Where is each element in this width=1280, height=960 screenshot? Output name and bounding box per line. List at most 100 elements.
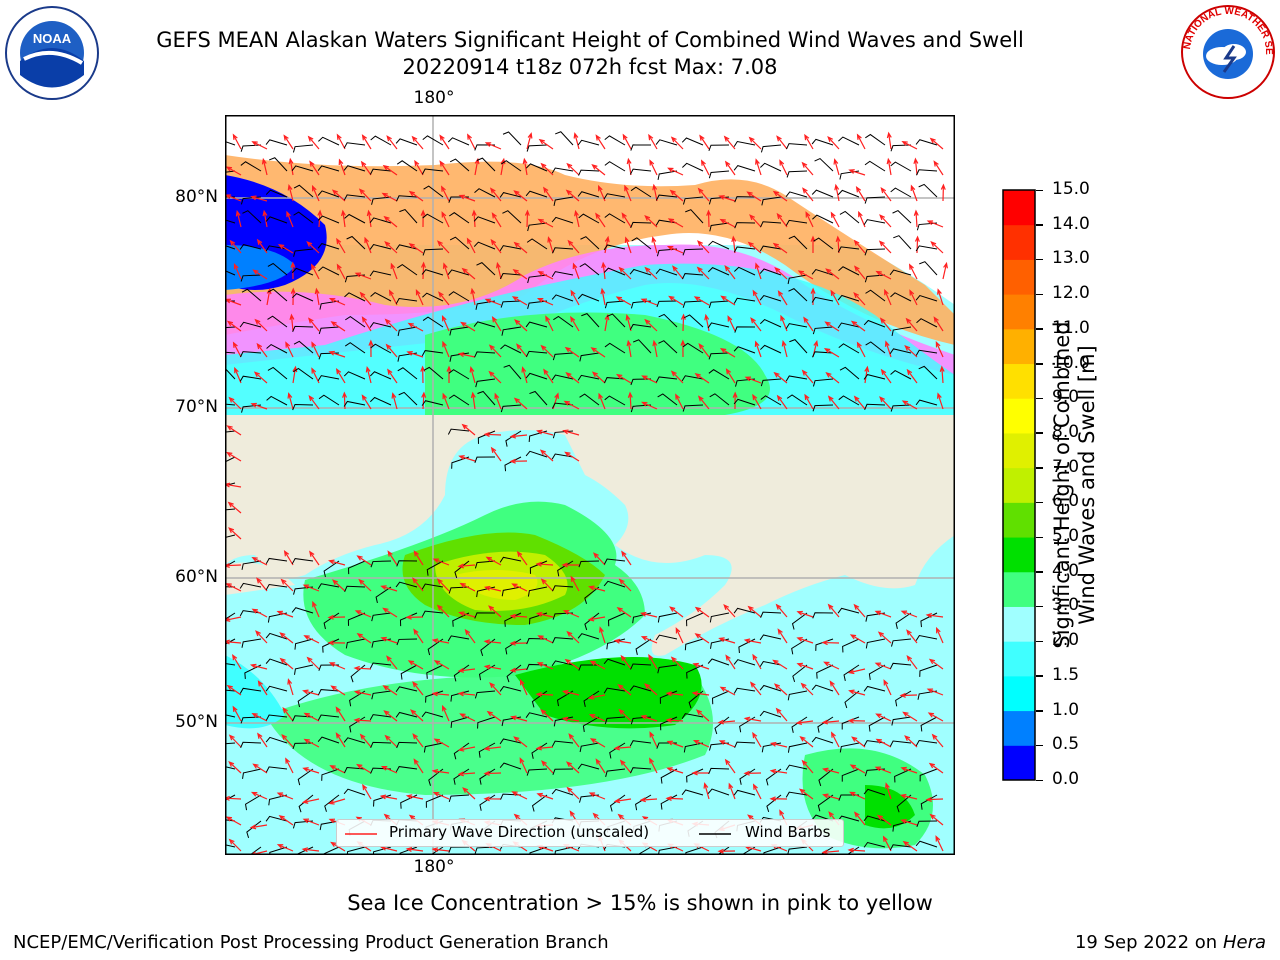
wave-direction-arrow [462,787,476,800]
wind-barb [239,687,262,694]
wind-barb [525,450,548,458]
wave-direction-arrow [697,187,710,202]
wind-barb [630,767,652,774]
wave-direction-arrow [927,712,944,722]
wave-direction-arrow [810,235,816,254]
wave-legend-swatch [345,833,377,835]
wind-barb [682,196,704,205]
wind-barb [630,186,652,198]
wave-direction-arrow [310,263,320,280]
wave-direction-arrow [303,738,320,748]
wind-barb [916,318,938,328]
wave-direction-arrow [461,267,476,280]
wind-barb [477,430,496,444]
wave-direction-arrow [562,610,580,618]
wave-direction-arrow [442,340,450,358]
wind-barb [502,210,522,224]
wind-barb [529,560,548,574]
wave-direction-arrow [649,159,658,176]
wind-barb [685,846,704,855]
wave-direction-arrow [747,241,762,254]
wave-direction-arrow [469,366,476,384]
wave-direction-arrow [876,814,892,826]
wind-barb [603,687,626,694]
wave-direction-arrow [691,690,710,696]
wave-direction-arrow [285,757,294,774]
wind-barb [789,339,808,354]
wave-direction-arrow [386,655,398,670]
wave-direction-arrow [929,813,944,826]
wind-barb [225,351,236,354]
render-date: 19 Sep 2022 on Hera [1075,932,1266,953]
wave-direction-arrow [311,367,320,384]
wind-barb [395,766,418,773]
wave-direction-arrow [622,133,632,150]
barb-legend-swatch [699,833,731,835]
wind-barb [577,293,600,302]
wind-barb [397,367,418,380]
wind-barb [448,794,470,803]
wind-barb [318,394,340,406]
wave-direction-arrow [936,626,944,644]
wave-direction-arrow [772,190,788,202]
wave-direction-arrow [796,662,814,670]
wave-direction-arrow [252,763,268,774]
wind-barb [816,664,834,679]
wind-barb [918,183,938,198]
wind-barb [738,638,756,654]
wave-direction-arrow [830,289,840,306]
wave-direction-arrow [935,341,944,358]
wave-direction-arrow [509,613,528,619]
wave-direction-arrow [801,369,814,384]
wave-direction-arrow [329,765,346,774]
wind-barb [527,586,548,597]
wind-barb [604,161,626,172]
wave-direction-arrow [536,792,554,800]
wave-direction-arrow [749,214,762,228]
wave-direction-arrow [899,692,918,698]
wave-direction-arrow [587,694,606,700]
wave-direction-arrow [519,678,528,696]
wave-direction-arrow [432,558,450,566]
wave-direction-arrow [516,550,528,566]
wind-barb [397,352,418,362]
wind-barb [890,638,912,647]
wave-direction-arrow [589,660,606,670]
wave-direction-arrow [667,218,684,228]
wave-direction-arrow [649,757,658,774]
wind-barb [396,741,418,749]
wave-direction-arrow [776,394,788,410]
wind-barb [525,163,548,172]
wave-direction-arrow [621,550,632,566]
wind-barb [708,352,730,360]
wind-barb [422,248,444,256]
wave-direction-arrow [405,614,424,620]
wave-direction-arrow [625,314,632,332]
wave-direction-arrow [488,605,502,618]
wind-barb [785,323,808,330]
wind-barb [868,716,886,732]
wind-barb [369,168,392,175]
wave-direction-arrow [823,348,840,358]
wind-barb [347,612,366,626]
wave-direction-arrow [883,679,892,696]
wind-barb [225,140,236,146]
wave-direction-arrow [910,184,918,202]
wind-barb [265,815,288,822]
wave-direction-arrow [749,681,762,696]
wind-barb [294,638,314,650]
wave-direction-arrow [311,184,320,202]
wave-direction-arrow [853,291,866,306]
wave-direction-arrow [587,616,606,622]
wind-barb [531,794,548,812]
wave-direction-arrow [700,159,710,176]
wind-barb [371,612,392,622]
wind-barb [447,269,470,276]
wind-barb [606,313,626,328]
wave-direction-arrow [509,458,528,464]
wind-barb [370,343,392,354]
wave-direction-arrow [328,297,346,306]
wind-barb [760,378,782,387]
wave-direction-arrow [781,339,788,358]
wave-direction-arrow [353,665,372,671]
